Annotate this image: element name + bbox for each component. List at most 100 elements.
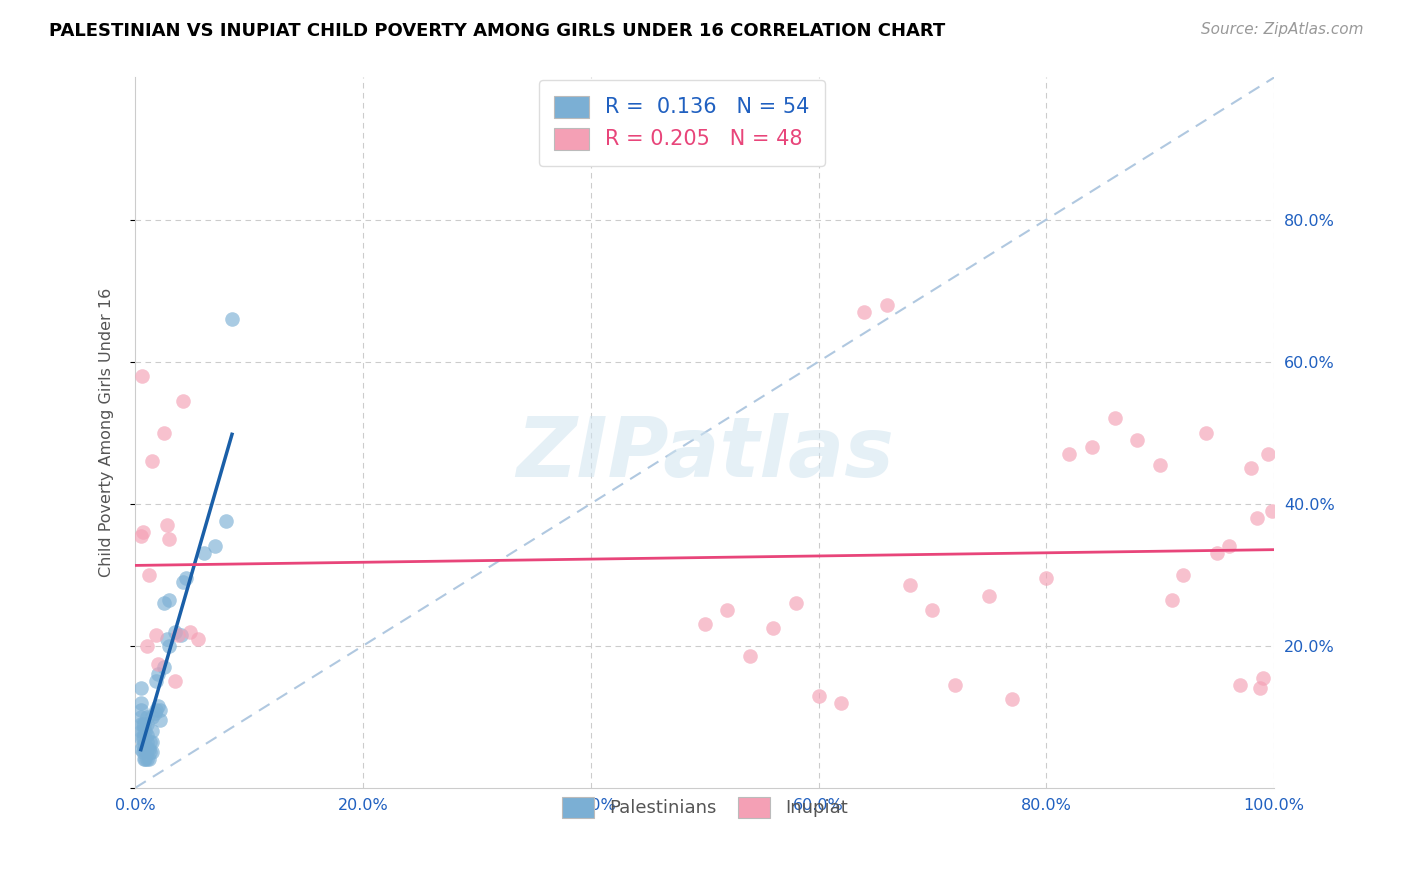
Point (135, 710, 157, 724)
Point (157, 533, 180, 547)
Point (143, 706, 166, 721)
Point (215, 515, 238, 529)
Point (139, 734, 162, 748)
Point (853, 305, 876, 319)
Point (129, 724, 152, 739)
Point (129, 717, 152, 731)
Point (1240, 461, 1263, 475)
Point (943, 678, 966, 692)
Point (1250, 681, 1272, 696)
Point (135, 752, 157, 766)
Point (979, 589, 1001, 603)
Text: ZIPatlas: ZIPatlas (516, 414, 894, 494)
Point (807, 689, 830, 703)
Point (141, 454, 163, 468)
Point (132, 717, 155, 731)
Point (129, 681, 152, 696)
Point (134, 731, 156, 746)
Point (1104, 411, 1126, 425)
Point (1126, 433, 1149, 447)
Point (134, 738, 156, 752)
Point (176, 571, 198, 585)
Point (131, 368, 153, 383)
Point (132, 738, 155, 752)
Point (141, 710, 163, 724)
Point (129, 741, 152, 756)
Point (1171, 567, 1194, 582)
Y-axis label: Child Poverty Among Girls Under 16: Child Poverty Among Girls Under 16 (100, 288, 114, 577)
Point (1160, 592, 1182, 607)
Point (1229, 678, 1251, 692)
Point (146, 657, 169, 671)
Point (170, 628, 193, 642)
Point (132, 731, 155, 746)
Point (156, 518, 179, 533)
Point (135, 639, 157, 653)
Point (129, 696, 152, 710)
Point (1195, 425, 1218, 440)
Point (157, 592, 180, 607)
Point (134, 752, 156, 766)
Point (135, 741, 157, 756)
Text: Source: ZipAtlas.com: Source: ZipAtlas.com (1201, 22, 1364, 37)
Point (145, 703, 167, 717)
Text: PALESTINIAN VS INUPIAT CHILD POVERTY AMONG GIRLS UNDER 16 CORRELATION CHART: PALESTINIAN VS INUPIAT CHILD POVERTY AMO… (49, 22, 945, 40)
Point (693, 617, 716, 632)
Point (1057, 447, 1080, 461)
Point (146, 699, 169, 714)
Point (187, 632, 209, 646)
Point (129, 731, 152, 746)
Point (1081, 440, 1104, 454)
Point (132, 745, 155, 759)
Point (785, 596, 807, 610)
Point (1206, 546, 1229, 560)
Point (1261, 504, 1284, 518)
Point (1001, 692, 1024, 706)
Point (135, 734, 157, 748)
Point (141, 745, 163, 759)
Point (129, 703, 152, 717)
Point (716, 603, 738, 617)
Point (876, 298, 898, 312)
Point (141, 724, 163, 739)
Point (172, 574, 194, 589)
Point (221, 312, 243, 326)
Point (165, 674, 187, 689)
Point (138, 741, 160, 756)
Point (204, 539, 226, 553)
Point (149, 703, 172, 717)
Point (138, 752, 160, 766)
Point (129, 710, 152, 724)
Point (921, 603, 943, 617)
Point (157, 639, 180, 653)
Point (898, 578, 921, 592)
Point (156, 632, 179, 646)
Point (152, 425, 174, 440)
Point (179, 624, 201, 639)
Point (740, 649, 762, 664)
Point (1149, 458, 1171, 472)
Point (146, 667, 169, 681)
Point (149, 714, 172, 728)
Point (134, 724, 156, 739)
Point (1246, 511, 1268, 525)
Point (135, 728, 157, 742)
Point (152, 596, 174, 610)
Point (830, 696, 852, 710)
Point (193, 546, 215, 560)
Point (1218, 539, 1240, 553)
Point (1257, 447, 1279, 461)
Point (152, 660, 174, 674)
Point (141, 734, 163, 748)
Point (1251, 671, 1274, 685)
Point (165, 624, 187, 639)
Point (1035, 571, 1057, 585)
Point (139, 745, 162, 759)
Point (762, 621, 785, 635)
Point (129, 529, 152, 543)
Point (138, 567, 160, 582)
Point (134, 741, 156, 756)
Point (134, 752, 156, 766)
Point (145, 674, 167, 689)
Legend: Palestinians, Inupiat: Palestinians, Inupiat (554, 789, 855, 825)
